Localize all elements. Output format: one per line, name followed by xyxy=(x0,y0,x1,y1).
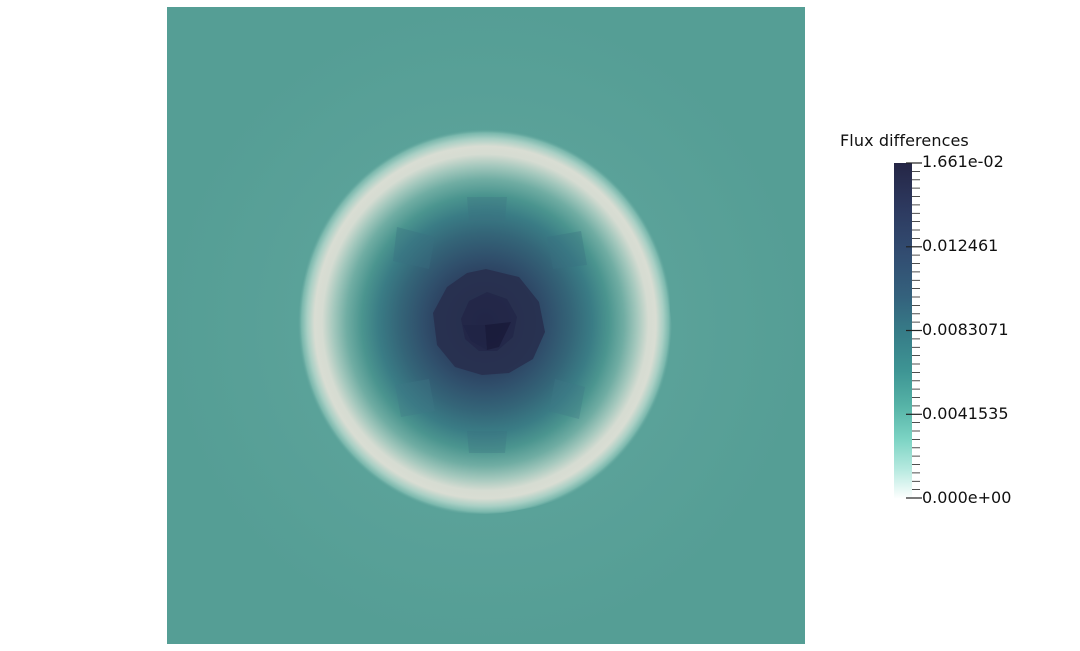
colorbar-gradient[interactable] xyxy=(894,163,912,499)
mesh-facets xyxy=(393,197,587,453)
flux-difference-field[interactable] xyxy=(167,7,805,644)
colorbar-min-label: 0.000e+00 xyxy=(922,488,1012,507)
colorbar-title: Flux differences xyxy=(840,131,969,150)
colorbar-label-1: 0.012461 xyxy=(922,236,999,255)
colorbar-max-label: 1.661e-02 xyxy=(922,152,1004,171)
colorbar-label-2: 0.0083071 xyxy=(922,320,1009,339)
field-plot xyxy=(167,7,805,644)
core-facets xyxy=(433,269,545,375)
colorbar-label-3: 0.0041535 xyxy=(922,404,1009,423)
